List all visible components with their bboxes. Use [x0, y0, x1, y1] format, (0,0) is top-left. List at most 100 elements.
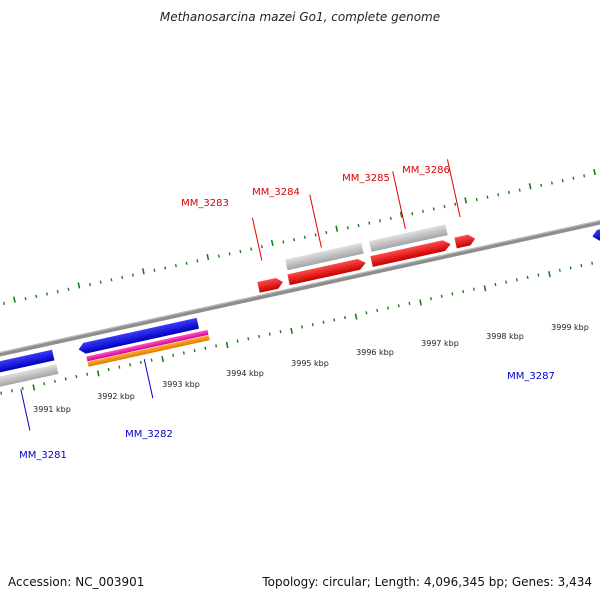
minor-tick	[561, 178, 564, 183]
minor-tick	[129, 363, 132, 367]
minor-tick	[88, 282, 91, 287]
minor-tick	[486, 195, 489, 199]
gene-label-mm3282[interactable]: MM_3282	[125, 429, 173, 440]
minor-tick	[228, 252, 231, 256]
gene-label-mm3287[interactable]: MM_3287	[507, 371, 555, 382]
minor-tick	[451, 292, 454, 296]
tick-label: 3993 kbp	[162, 380, 200, 389]
minor-tick	[591, 261, 594, 265]
minor-tick	[515, 278, 518, 282]
tick-labels: 3991 kbp 3992 kbp 3993 kbp 3994 kbp 3995…	[33, 323, 589, 414]
minor-tick	[569, 266, 572, 270]
minor-tick	[153, 268, 156, 272]
minor-tick	[443, 204, 446, 209]
minor-tick	[215, 344, 218, 348]
minor-tick	[239, 249, 242, 254]
minor-tick	[64, 377, 67, 381]
minor-tick	[107, 367, 110, 372]
minor-tick	[346, 226, 349, 230]
minor-tick	[139, 360, 142, 365]
minor-tick	[258, 334, 261, 339]
minor-tick	[150, 358, 153, 362]
minor-tick	[43, 382, 46, 386]
minor-tick	[279, 330, 282, 334]
minor-tick	[580, 263, 583, 268]
gene-label-mm3286[interactable]: MM_3286	[402, 165, 450, 176]
minor-tick	[3, 301, 6, 306]
genome-backbone-highlight	[0, 197, 600, 367]
gene-label-mm3285[interactable]: MM_3285	[342, 173, 390, 184]
minor-tick	[121, 275, 124, 280]
minor-tick	[301, 325, 304, 329]
minor-tick	[558, 268, 561, 272]
major-tick	[399, 211, 403, 218]
minor-tick	[475, 197, 478, 202]
accession-text: Accession: NC_003901	[8, 575, 145, 589]
minor-tick	[368, 221, 371, 225]
minor-tick	[193, 348, 196, 353]
feature-pink-mm3282	[86, 329, 209, 362]
genome-summary-text: Topology: circular; Length: 4,096,345 bp…	[262, 575, 592, 589]
minor-tick	[343, 315, 347, 320]
minor-tick	[45, 292, 49, 296]
reverse-tick-ruler	[0, 261, 594, 395]
minor-tick	[314, 233, 317, 237]
minor-tick	[505, 280, 508, 284]
genome-backbone	[0, 197, 600, 370]
minor-tick	[432, 207, 435, 211]
gene-arrow-mm3286	[454, 234, 476, 249]
minor-tick	[429, 297, 432, 301]
minor-tick	[10, 389, 13, 393]
minor-tick	[217, 254, 220, 258]
tick-label: 3999 kbp	[551, 323, 589, 332]
minor-tick	[282, 240, 285, 244]
minor-tick	[379, 219, 382, 223]
gene-label-mm3283[interactable]: MM_3283	[181, 198, 229, 209]
gene-arrow-mm3281	[0, 349, 55, 379]
minor-tick	[131, 273, 134, 277]
genome-title: Methanosarcina mazei Go1, complete genom…	[159, 10, 441, 24]
minor-tick	[164, 266, 167, 270]
feature-gray-mm3285	[369, 224, 448, 252]
major-tick	[528, 183, 532, 190]
tick-label: 3996 kbp	[356, 348, 394, 357]
major-tick	[32, 384, 36, 391]
minor-tick	[365, 311, 368, 315]
minor-tick	[24, 297, 27, 301]
major-tick	[206, 253, 210, 261]
minor-tick	[182, 351, 185, 355]
tick-label: 3991 kbp	[33, 405, 71, 414]
gene-arrow-mm3284	[287, 258, 366, 286]
feature-orange-mm3282	[87, 335, 210, 367]
minor-tick	[397, 304, 400, 308]
minor-tick	[518, 188, 521, 192]
minor-tick	[99, 280, 102, 284]
major-tick	[141, 268, 145, 275]
minor-tick	[303, 235, 306, 239]
minor-tick	[325, 230, 328, 235]
label-line-mm3285	[392, 171, 406, 230]
minor-tick	[250, 247, 253, 251]
major-tick	[419, 299, 422, 306]
minor-tick	[411, 212, 414, 216]
minor-tick	[422, 209, 425, 213]
minor-tick	[408, 301, 411, 305]
minor-tick	[494, 282, 497, 287]
minor-tick	[440, 294, 443, 298]
minor-tick	[0, 391, 3, 395]
gene-label-mm3281[interactable]: MM_3281	[19, 450, 67, 461]
major-tick	[593, 168, 597, 176]
minor-tick	[540, 183, 543, 187]
feature-gray-mm3284	[285, 242, 364, 271]
major-tick	[483, 285, 487, 292]
minor-tick	[110, 278, 113, 282]
minor-tick	[174, 264, 177, 268]
gene-label-mm3284[interactable]: MM_3284	[252, 187, 300, 198]
tick-label: 3992 kbp	[97, 392, 135, 401]
minor-tick	[507, 190, 510, 195]
minor-tick	[497, 193, 500, 197]
minor-tick	[53, 379, 56, 383]
minor-tick	[172, 353, 175, 357]
